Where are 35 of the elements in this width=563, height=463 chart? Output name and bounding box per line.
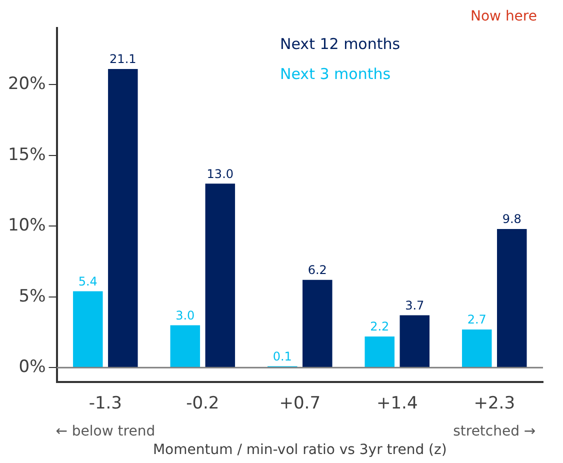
bar — [205, 184, 236, 368]
data-label: 3.7 — [405, 298, 424, 312]
data-label: 21.1 — [110, 52, 136, 66]
y-tick-label: 10% — [8, 216, 46, 236]
data-label: 5.4 — [78, 274, 98, 288]
data-label: 3.0 — [176, 308, 195, 322]
data-label: 9.8 — [502, 212, 522, 226]
data-label: 13.0 — [206, 166, 234, 181]
x-tick-label: -1.3 — [88, 393, 122, 414]
y-tick-label: 20% — [8, 74, 46, 94]
bar — [170, 325, 200, 368]
y-tick-label: 5% — [18, 286, 46, 306]
data-label: 2.7 — [467, 312, 486, 327]
data-label: 0.1 — [272, 349, 292, 364]
bar — [400, 315, 430, 368]
bar — [73, 291, 103, 368]
text: stretched → — [453, 424, 536, 440]
x-tick-label: +1.4 — [376, 393, 418, 414]
x-axis-title: Momentum / min-vol ratio vs 3yr trend (z) — [152, 442, 447, 458]
bar — [364, 336, 395, 368]
text: Next 3 months — [280, 64, 391, 83]
bar — [108, 69, 138, 368]
bar — [497, 228, 527, 368]
text: Now here — [470, 8, 537, 25]
x-tick-label: +0.7 — [279, 393, 321, 414]
x-tick-label: +2.3 — [474, 393, 516, 414]
x-tick-label: -0.2 — [186, 393, 220, 414]
data-label: 6.2 — [308, 263, 327, 278]
bar — [462, 329, 492, 368]
data-label: 2.2 — [370, 320, 390, 334]
bar — [302, 280, 332, 368]
text: Next 12 months — [280, 34, 400, 53]
text: ← below trend — [56, 424, 156, 440]
y-tick-label: 0% — [18, 357, 46, 378]
y-tick-label: 15% — [8, 144, 46, 165]
